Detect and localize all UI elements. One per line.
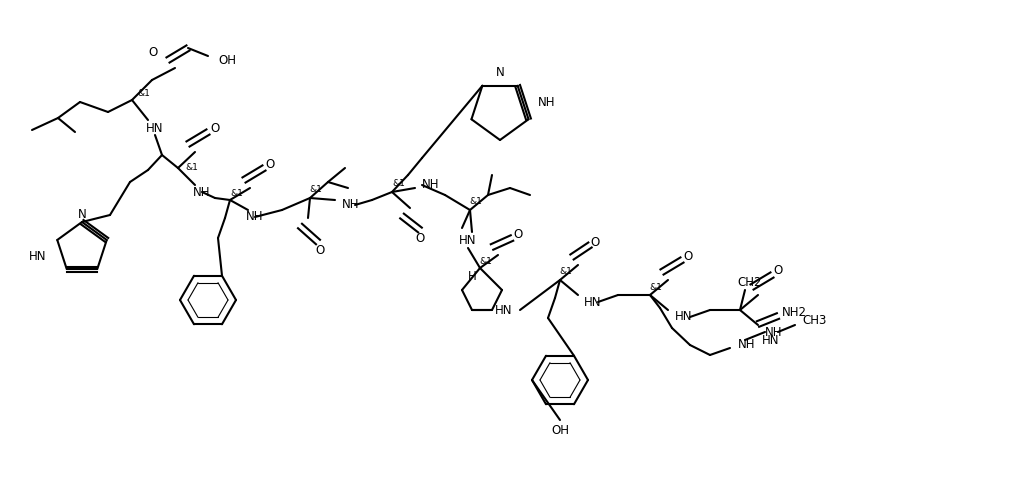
Text: O: O bbox=[514, 228, 523, 240]
Text: NH: NH bbox=[193, 186, 211, 198]
Text: NH: NH bbox=[738, 338, 756, 350]
Text: O: O bbox=[591, 236, 600, 248]
Text: &1: &1 bbox=[470, 198, 482, 206]
Text: NH: NH bbox=[246, 210, 263, 224]
Text: O: O bbox=[211, 122, 220, 134]
Text: &1: &1 bbox=[480, 258, 492, 266]
Text: OH: OH bbox=[551, 424, 569, 436]
Text: NH: NH bbox=[422, 178, 439, 192]
Text: HN: HN bbox=[460, 234, 477, 246]
Text: CH3: CH3 bbox=[802, 314, 827, 328]
Text: O: O bbox=[683, 250, 693, 262]
Text: OH: OH bbox=[218, 54, 236, 66]
Text: H: H bbox=[468, 270, 476, 282]
Text: &1: &1 bbox=[393, 180, 406, 188]
Text: O: O bbox=[773, 264, 783, 278]
Text: HN: HN bbox=[762, 334, 779, 346]
Text: &1: &1 bbox=[309, 186, 322, 194]
Text: N: N bbox=[77, 208, 86, 220]
Text: O: O bbox=[148, 46, 158, 59]
Text: &1: &1 bbox=[559, 268, 573, 276]
Text: &1: &1 bbox=[231, 188, 243, 198]
Text: N: N bbox=[495, 66, 504, 78]
Text: CH2: CH2 bbox=[737, 276, 763, 288]
Text: HN: HN bbox=[28, 250, 46, 262]
Text: O: O bbox=[415, 232, 425, 244]
Text: O: O bbox=[315, 244, 324, 256]
Text: NH: NH bbox=[538, 96, 555, 108]
Text: HN: HN bbox=[675, 310, 693, 324]
Text: HN: HN bbox=[584, 296, 601, 308]
Text: NH2: NH2 bbox=[782, 306, 807, 318]
Text: &1: &1 bbox=[185, 164, 198, 172]
Text: NH: NH bbox=[765, 326, 782, 338]
Text: &1: &1 bbox=[650, 282, 662, 292]
Text: O: O bbox=[265, 158, 275, 170]
Text: NH: NH bbox=[342, 198, 359, 211]
Text: &1: &1 bbox=[137, 88, 149, 98]
Text: HN: HN bbox=[146, 122, 164, 134]
Text: HN: HN bbox=[495, 304, 513, 316]
